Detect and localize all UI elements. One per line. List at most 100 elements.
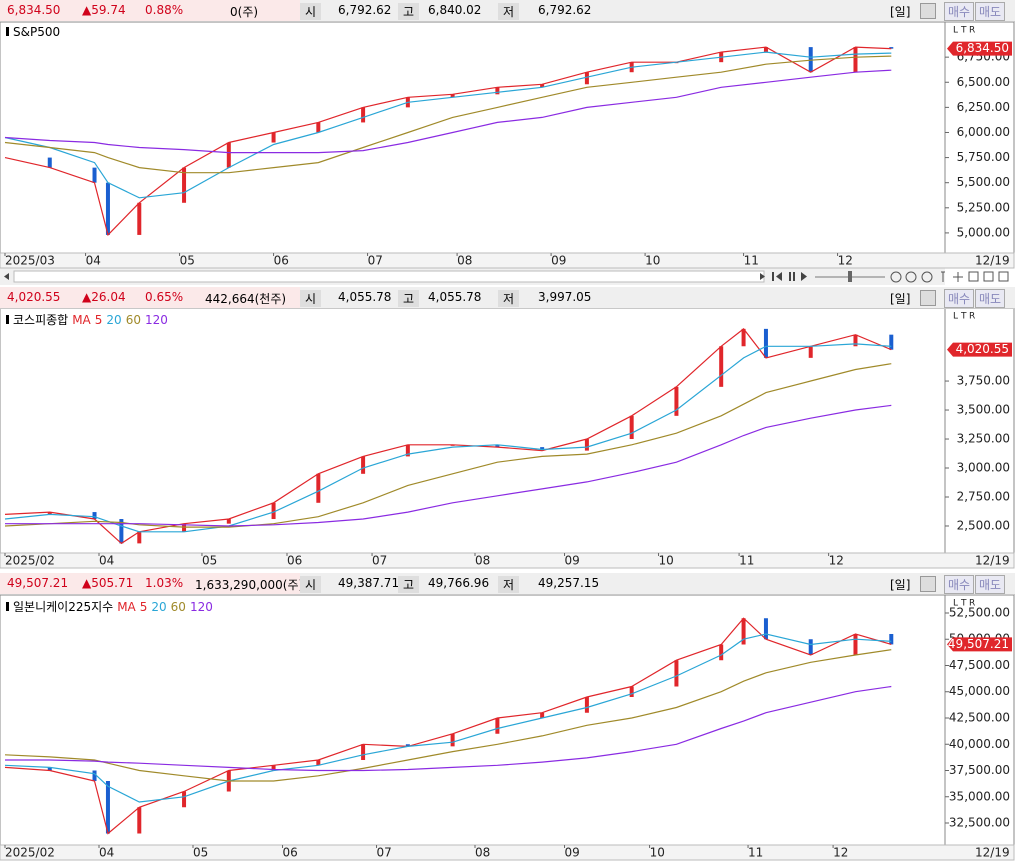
candle <box>674 660 679 687</box>
scale-option[interactable]: L <box>953 599 958 609</box>
chart-legend: 코스피종합 MA 5 20 60 120 <box>6 311 172 328</box>
price-tag-label: 6,834.50 <box>956 41 1009 55</box>
toolbar-icons[interactable] <box>890 271 1009 283</box>
price-change: ▲26.04 <box>82 290 126 304</box>
y-tick-label: 37,500.00 <box>949 763 1010 777</box>
candle <box>47 512 52 515</box>
x-tick-label: 07 <box>377 846 392 860</box>
x-tick-label: 12 <box>833 846 848 860</box>
change-rate: 0.65% <box>145 290 184 304</box>
candle <box>271 502 276 520</box>
x-tick-label: 04 <box>99 846 114 860</box>
current-price: 4,020.55 <box>7 290 61 304</box>
current-price: 49,507.21 <box>7 576 69 590</box>
candle <box>226 519 231 524</box>
candle <box>450 733 455 747</box>
settings-button[interactable] <box>920 290 936 306</box>
y-tick-label: 40,000.00 <box>949 737 1010 751</box>
open-price: 6,792.62 <box>338 3 392 17</box>
x-tick-label: 09 <box>565 554 580 568</box>
sell-button[interactable]: 매도 <box>975 2 1006 21</box>
candle <box>271 132 276 143</box>
candle <box>47 767 52 771</box>
candle <box>47 157 52 168</box>
candle <box>584 696 589 713</box>
candle <box>629 415 634 440</box>
current-price: 6,834.50 <box>7 3 61 17</box>
y-tick-label: 2,500.00 <box>957 518 1010 532</box>
ma-line <box>4 649 892 782</box>
open-label: 시 <box>300 3 322 20</box>
scale-option[interactable]: R <box>969 312 975 322</box>
settings-button[interactable] <box>920 3 936 19</box>
candle <box>119 519 124 544</box>
playback-controls[interactable] <box>772 272 807 281</box>
buy-button[interactable]: 매수 <box>944 575 975 594</box>
y-tick-label: 5,250.00 <box>957 200 1010 214</box>
high-price: 49,766.96 <box>428 576 490 590</box>
candle <box>316 473 321 503</box>
high-label: 고 <box>398 290 420 307</box>
period-selector[interactable]: [일] <box>890 292 911 306</box>
price-tag <box>947 342 1012 357</box>
candle <box>629 686 634 697</box>
candle <box>540 447 545 451</box>
x-tick-label: 11 <box>739 554 754 568</box>
candle <box>540 712 545 718</box>
scale-option[interactable]: L <box>953 312 958 322</box>
legend-entry: 5 <box>139 600 148 614</box>
ma-line <box>4 46 892 237</box>
legend-entry: 5 <box>94 313 103 327</box>
period-selector[interactable]: [일] <box>890 578 911 592</box>
x-tick-label: 05 <box>193 846 208 860</box>
scroll-left[interactable] <box>4 273 9 280</box>
price-area <box>0 287 300 308</box>
candle <box>853 334 858 347</box>
chart-legend: S&P500 <box>6 25 64 39</box>
buy-button[interactable]: 매수 <box>944 289 975 308</box>
zoom-handle[interactable] <box>848 271 852 282</box>
scale-option[interactable]: L <box>953 26 958 36</box>
y-tick-label: 2,750.00 <box>957 489 1010 503</box>
buy-button[interactable]: 매수 <box>944 2 975 21</box>
period-selector[interactable]: [일] <box>890 5 911 19</box>
volume: 0(주) <box>230 5 259 19</box>
ma-line <box>5 404 892 527</box>
candle <box>853 633 858 655</box>
candle <box>271 765 276 771</box>
y-tick-label: 5,000.00 <box>957 225 1010 239</box>
scale-option[interactable]: T <box>960 312 967 322</box>
x-tick-label: 06 <box>283 846 298 860</box>
scroll-right[interactable] <box>760 273 765 280</box>
candle <box>889 47 894 49</box>
price-tag-label: 49,507.21 <box>948 637 1009 651</box>
candle <box>495 444 500 448</box>
y-tick-label: 45,000.00 <box>949 684 1010 698</box>
y-tick-label: 32,500.00 <box>949 816 1010 830</box>
price-area <box>0 573 300 594</box>
scale-option[interactable]: R <box>969 599 975 609</box>
settings-button[interactable] <box>920 576 936 592</box>
candle <box>361 744 366 761</box>
candle <box>137 531 142 544</box>
legend-entry: 60 <box>170 600 186 614</box>
candle <box>361 456 366 474</box>
x-tick-label: 08 <box>457 254 472 268</box>
x-tick-label: 09 <box>551 254 566 268</box>
candle <box>105 182 110 235</box>
sell-button[interactable]: 매도 <box>975 289 1006 308</box>
x-tick-label: 08 <box>475 846 490 860</box>
y-tick-label: 3,000.00 <box>957 461 1010 475</box>
scale-option[interactable]: T <box>960 26 967 36</box>
x-tick-label: 12 <box>829 554 844 568</box>
candle <box>889 334 894 350</box>
open-price: 49,387.71 <box>338 576 400 590</box>
y-tick-label: 35,000.00 <box>949 789 1010 803</box>
y-tick-label: 3,250.00 <box>957 432 1010 446</box>
sell-button[interactable]: 매도 <box>975 575 1006 594</box>
scale-option[interactable]: T <box>960 599 967 609</box>
plot-area <box>0 307 946 554</box>
scale-option[interactable]: R <box>969 26 975 36</box>
price-tag <box>947 41 1012 56</box>
legend-entry: 20 <box>106 313 122 327</box>
